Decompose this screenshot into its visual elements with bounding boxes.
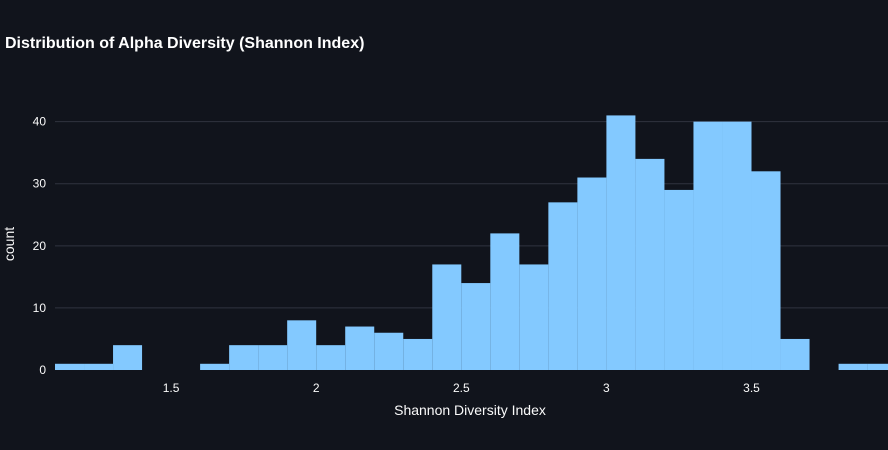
histogram-bar	[722, 121, 752, 371]
y-tick-label: 20	[33, 239, 47, 253]
histogram-bar	[664, 189, 694, 370]
histogram-bar	[519, 264, 549, 370]
y-axis-ticks: 0 10 20 30 40	[33, 115, 47, 377]
histogram-bar	[403, 338, 433, 370]
y-tick-label: 40	[33, 115, 47, 129]
histogram-bar	[548, 202, 578, 370]
y-axis-label: count	[1, 227, 17, 261]
histogram-bar	[200, 363, 230, 370]
y-tick-label: 0	[39, 363, 46, 377]
y-tick-label: 10	[33, 301, 47, 315]
histogram-bar	[432, 264, 462, 370]
histogram-bar	[316, 345, 346, 370]
histogram-bar	[374, 332, 404, 370]
histogram-bar	[229, 345, 259, 370]
x-tick-label: 3.5	[743, 381, 760, 395]
x-tick-label: 2.5	[453, 381, 470, 395]
histogram-bar	[84, 363, 114, 370]
histogram-bar	[55, 363, 85, 370]
histogram-bar	[751, 171, 781, 370]
x-tick-label: 2	[313, 381, 320, 395]
histogram-bar	[635, 158, 665, 370]
x-tick-label: 1.5	[163, 381, 180, 395]
histogram-bar	[838, 363, 868, 370]
histogram-bar	[113, 345, 143, 370]
x-tick-label: 3	[603, 381, 610, 395]
histogram-bar	[693, 121, 723, 371]
histogram-bar	[780, 338, 810, 370]
histogram-bar	[867, 363, 888, 370]
histogram-bar	[461, 283, 491, 370]
chart-title: Distribution of Alpha Diversity (Shannon…	[5, 35, 365, 52]
histogram-bar	[258, 345, 288, 370]
x-axis-label: Shannon Diversity Index	[394, 402, 546, 418]
y-tick-label: 30	[33, 177, 47, 191]
histogram-bar	[345, 326, 375, 370]
histogram-bar	[606, 115, 636, 370]
histogram-bar	[287, 320, 317, 370]
histogram-bars	[55, 115, 888, 371]
histogram-bar	[490, 233, 520, 370]
x-axis-ticks: 1.5 2 2.5 3 3.5	[163, 381, 760, 395]
histogram-bar	[577, 177, 607, 370]
